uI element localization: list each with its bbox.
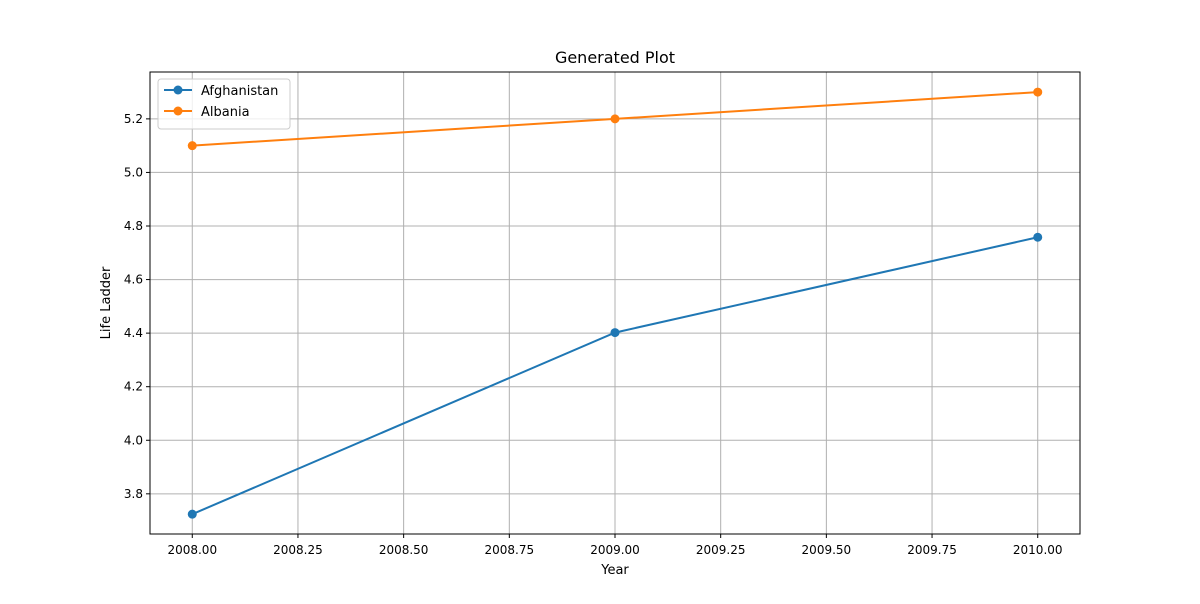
x-tick-label: 2008.50 bbox=[379, 543, 429, 557]
legend-item-albania: Albania bbox=[164, 105, 250, 120]
x-tick-label: 2009.50 bbox=[802, 543, 852, 557]
x-tick-label: 2008.00 bbox=[167, 543, 217, 557]
data-point bbox=[610, 114, 620, 124]
y-tick-label: 5.0 bbox=[124, 165, 143, 179]
x-tick-label: 2010.00 bbox=[1013, 543, 1063, 557]
legend-marker bbox=[173, 106, 183, 116]
data-point bbox=[1033, 232, 1043, 242]
series-albania bbox=[187, 87, 1043, 151]
legend-items: Afghanistan Albania bbox=[164, 84, 278, 120]
y-tick-label: 5.2 bbox=[124, 112, 143, 126]
x-tick-label: 2009.00 bbox=[590, 543, 640, 557]
legend: Afghanistan Albania bbox=[157, 78, 291, 130]
legend-item-afghanistan: Afghanistan bbox=[164, 84, 278, 99]
series-layer bbox=[187, 87, 1043, 519]
data-point bbox=[187, 509, 197, 519]
y-tick-label: 4.6 bbox=[124, 273, 143, 287]
x-tick-label: 2009.25 bbox=[696, 543, 746, 557]
x-tick-label: 2008.25 bbox=[273, 543, 323, 557]
legend-marker bbox=[173, 85, 183, 95]
data-point bbox=[187, 141, 197, 151]
chart-title: Generated Plot bbox=[555, 48, 675, 67]
y-tick-label: 4.0 bbox=[124, 433, 143, 447]
legend-label: Afghanistan bbox=[201, 84, 278, 99]
data-point bbox=[1033, 87, 1043, 97]
y-tick-label: 4.8 bbox=[124, 219, 143, 233]
x-tick-label: 2009.75 bbox=[907, 543, 957, 557]
legend-label: Albania bbox=[201, 105, 250, 120]
y-axis-label: Life Ladder bbox=[99, 266, 114, 339]
x-tick-label: 2008.75 bbox=[485, 543, 535, 557]
y-tick-label: 3.8 bbox=[124, 487, 143, 501]
axis-ticks: 2008.00 2008.25 2008.50 2008.75 2009.00 2009.… bbox=[124, 112, 1063, 557]
grid bbox=[150, 72, 1080, 534]
y-tick-label: 4.2 bbox=[124, 380, 143, 394]
legend-box bbox=[157, 78, 291, 130]
data-point bbox=[610, 328, 620, 338]
series-afghanistan bbox=[187, 232, 1043, 519]
y-tick-label: 4.4 bbox=[124, 326, 143, 340]
x-axis-label: Year bbox=[600, 563, 629, 578]
